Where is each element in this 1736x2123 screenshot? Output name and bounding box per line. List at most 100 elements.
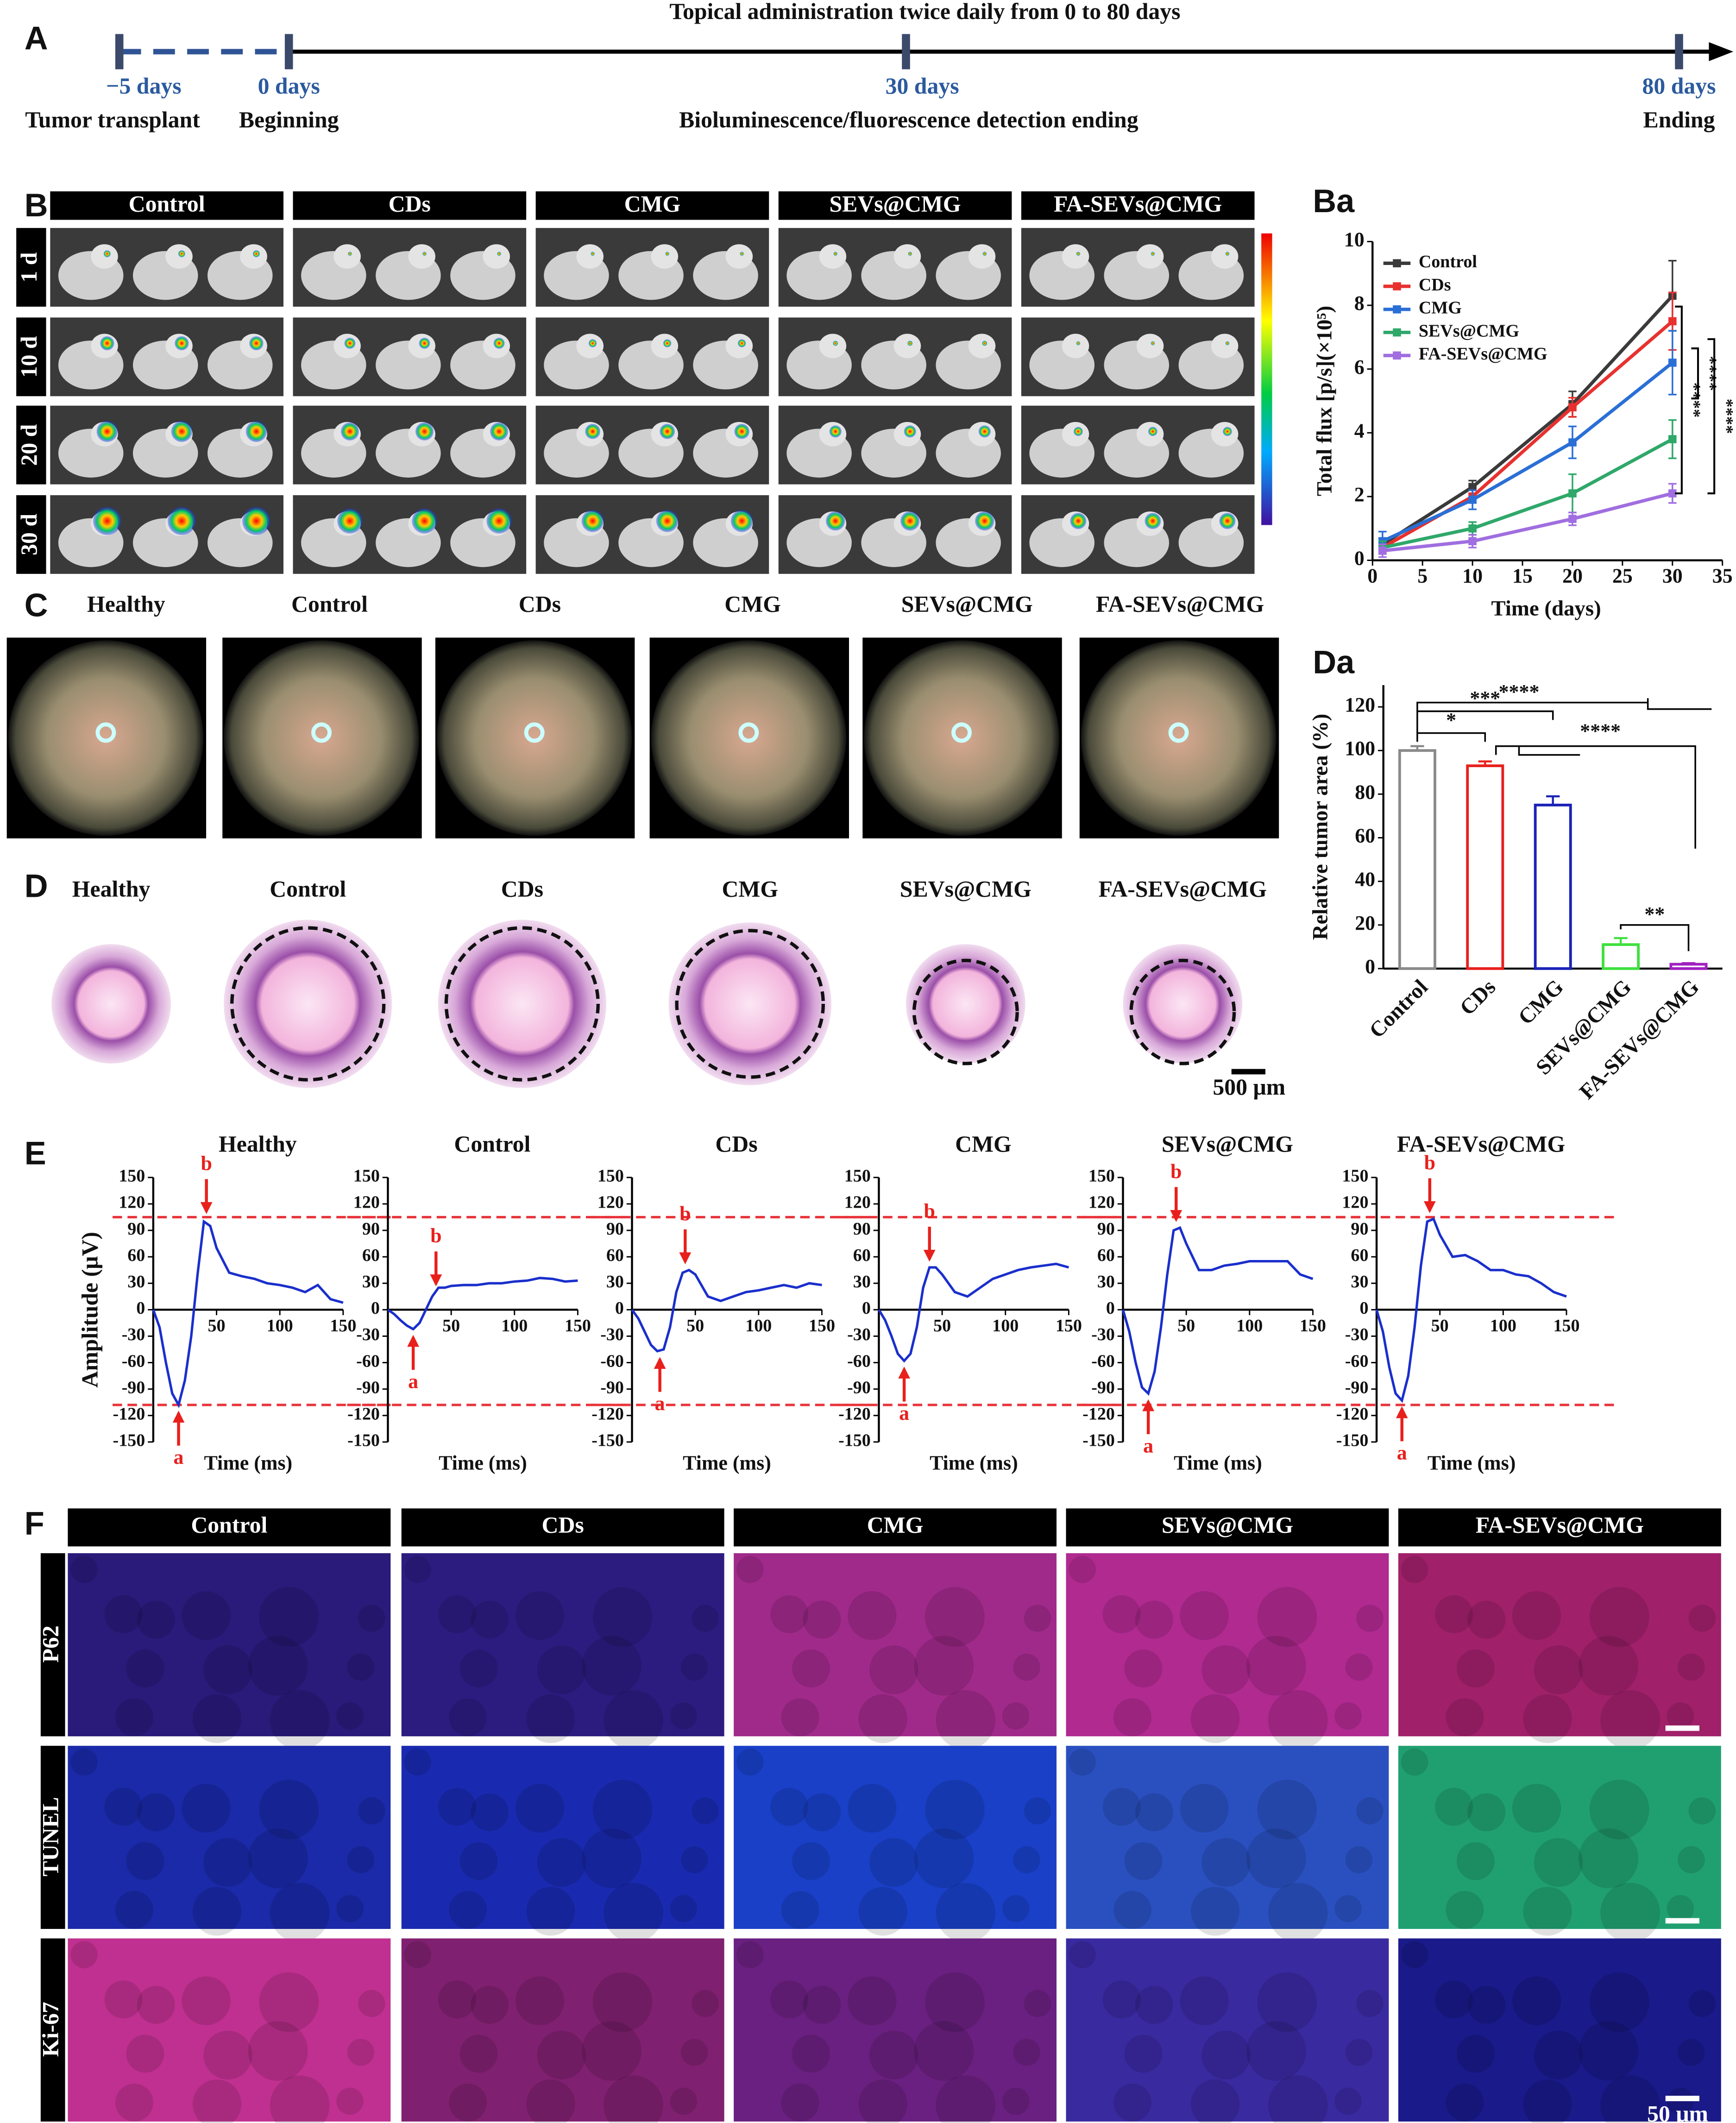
y-tick-label: -30	[1345, 1325, 1369, 1344]
y-tick-label: 120	[598, 1193, 624, 1212]
timeline-tick	[902, 34, 910, 69]
signal	[103, 250, 111, 258]
cell-cluster	[248, 1636, 308, 1696]
signal	[1151, 252, 1155, 256]
cell-cluster	[270, 1690, 330, 1750]
mouse-head	[725, 244, 753, 269]
group-title: Healthy	[72, 876, 151, 901]
cell-cluster	[592, 1779, 653, 1840]
error-bar	[1546, 795, 1560, 805]
cell-cluster	[858, 1694, 907, 1743]
signal	[588, 339, 597, 347]
signal	[734, 423, 750, 439]
y-axis-label: Total flux [p/s](×10⁵)	[1312, 306, 1336, 496]
mouse-head	[165, 244, 193, 269]
significance-bracket	[1416, 698, 1712, 712]
cell-cluster	[1246, 1636, 1306, 1696]
cell-cluster	[1180, 1976, 1229, 2025]
cell-cluster	[781, 1698, 819, 1737]
optic-disc	[311, 722, 332, 743]
cell-cluster	[1124, 2035, 1163, 2073]
signal	[737, 339, 746, 347]
row-header	[40, 1745, 65, 1929]
mouse-head	[333, 244, 361, 269]
cell-cluster	[126, 2035, 164, 2073]
x-axis-label: Time (ms)	[1428, 1452, 1516, 1474]
y-tick-label: -60	[1091, 1351, 1115, 1371]
group-header-text: Control	[191, 1512, 267, 1538]
y-tick-label: -120	[347, 1404, 380, 1424]
cell-cluster	[182, 1976, 231, 2025]
signal	[585, 423, 600, 439]
cell-cluster	[1024, 1605, 1051, 1632]
cell-cluster	[680, 1653, 708, 1681]
mouse-head	[651, 244, 679, 269]
x-axis-label: Time (ms)	[930, 1452, 1018, 1474]
cell-cluster	[1356, 1797, 1384, 1825]
cell-cluster	[1102, 1595, 1141, 1633]
mouse-head	[1062, 244, 1089, 269]
cell-cluster	[1002, 1702, 1030, 1730]
panel-label: C	[25, 587, 48, 624]
point-marker	[1668, 317, 1677, 326]
cell-cluster	[670, 1895, 698, 1922]
signal	[493, 338, 505, 349]
y-tick-label: 80	[1355, 781, 1375, 803]
cell-cluster	[1512, 1591, 1561, 1640]
scale-bar-text: 50 μm	[1647, 2101, 1708, 2123]
y-tick-label: 30	[853, 1272, 871, 1291]
row-header-text: 10 d	[16, 336, 42, 378]
timeline-event: Ending	[1643, 107, 1715, 132]
group-header-text: Control	[129, 191, 205, 217]
bar	[1602, 943, 1640, 970]
cell-cluster	[1334, 1895, 1362, 1922]
significance-bracket	[1416, 710, 1554, 733]
optic-disc	[95, 722, 116, 743]
optic-disc	[738, 722, 759, 743]
timeline-event: Beginning	[239, 107, 339, 132]
annotation-label: b	[430, 1224, 441, 1247]
signal	[497, 252, 501, 256]
cell-cluster	[449, 1891, 487, 1929]
signal	[975, 511, 994, 531]
timeline-tick	[115, 34, 124, 69]
annotation-label: b	[201, 1152, 212, 1175]
annotation-label: b	[1170, 1160, 1182, 1183]
tumor-outline	[912, 958, 1019, 1065]
cell-cluster	[792, 1649, 830, 1688]
cell-cluster	[1345, 2039, 1373, 2066]
fluorescence-image	[1398, 1745, 1721, 1929]
y-tick-label: -30	[356, 1325, 380, 1344]
y-tick-label: 90	[1097, 1219, 1115, 1239]
eye-section	[438, 920, 606, 1088]
group-header-text: CDs	[542, 1512, 584, 1538]
mouse-head	[576, 244, 604, 269]
y-tick-label: -150	[347, 1431, 380, 1450]
y-tick-label: 60	[1097, 1246, 1115, 1265]
timeline-tick	[284, 34, 293, 69]
signal	[730, 510, 753, 532]
cell-cluster	[126, 1842, 164, 1880]
y-tick-label: -30	[122, 1325, 145, 1344]
cell-cluster	[1678, 2039, 1705, 2066]
cell-cluster	[1667, 1702, 1694, 1730]
scale-bar	[1665, 1725, 1699, 1731]
eye-section	[906, 944, 1025, 1064]
y-tick-label: 20	[1355, 912, 1375, 934]
fundus	[8, 640, 204, 836]
cell-cluster	[1180, 1783, 1229, 1833]
x-tick-label: 100	[992, 1316, 1019, 1336]
legend-label: CMG	[1419, 298, 1462, 318]
significance-label: ****	[1685, 382, 1704, 417]
group-header-text: CDs	[389, 191, 431, 217]
y-tick-label: 60	[606, 1246, 624, 1265]
cell-cluster	[692, 1990, 719, 2017]
cell-cluster	[670, 2087, 698, 2115]
bar	[1398, 749, 1436, 970]
group-title: CDs	[501, 876, 543, 901]
scale-bar	[1665, 2096, 1699, 2101]
cell-cluster	[1002, 2087, 1030, 2115]
y-tick-label: -90	[356, 1378, 380, 1397]
y-tick-label: 4	[1354, 419, 1365, 442]
signal	[665, 252, 670, 256]
